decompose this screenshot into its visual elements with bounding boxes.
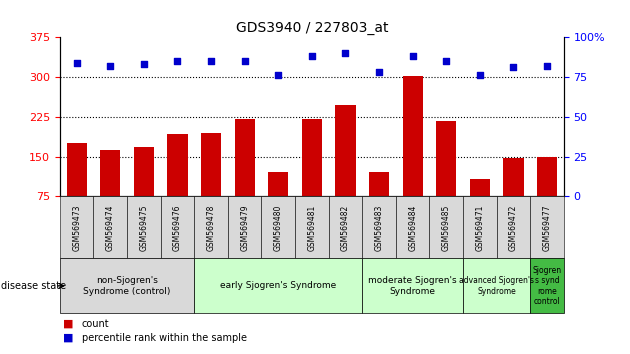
Text: GSM569471: GSM569471 [476, 204, 484, 251]
Text: GSM569474: GSM569474 [106, 204, 115, 251]
Text: GSM569480: GSM569480 [274, 204, 283, 251]
Text: GSM569473: GSM569473 [72, 204, 81, 251]
Bar [67, 143, 87, 196]
Point [139, 61, 149, 67]
Bar [470, 179, 490, 196]
Point [206, 58, 216, 64]
Text: GSM569478: GSM569478 [207, 204, 215, 251]
Bar [268, 171, 289, 196]
Bar [436, 120, 456, 196]
Bar [537, 156, 557, 196]
Point [542, 63, 552, 69]
Text: GSM569472: GSM569472 [509, 204, 518, 251]
Text: GSM569475: GSM569475 [139, 204, 148, 251]
Point [72, 60, 82, 65]
Point [307, 53, 317, 59]
Text: non-Sjogren's
Syndrome (control): non-Sjogren's Syndrome (control) [83, 276, 171, 296]
Text: early Sjogren's Syndrome: early Sjogren's Syndrome [220, 281, 336, 290]
Point [239, 58, 249, 64]
Point [408, 53, 418, 59]
Text: ■: ■ [63, 333, 74, 343]
Bar [503, 158, 524, 196]
Title: GDS3940 / 227803_at: GDS3940 / 227803_at [236, 21, 388, 35]
Text: ■: ■ [63, 319, 74, 329]
Bar [335, 104, 355, 196]
Point [340, 50, 350, 56]
Bar [168, 134, 188, 196]
Point [475, 73, 485, 78]
Point [441, 58, 451, 64]
Text: GSM569476: GSM569476 [173, 204, 182, 251]
Text: advanced Sjogren's
Syndrome: advanced Sjogren's Syndrome [459, 276, 534, 296]
Text: GSM569485: GSM569485 [442, 204, 450, 251]
Bar [369, 171, 389, 196]
Point [273, 73, 284, 78]
Point [374, 69, 384, 75]
Text: GSM569484: GSM569484 [408, 204, 417, 251]
Bar [201, 133, 221, 196]
Text: GSM569479: GSM569479 [240, 204, 249, 251]
Bar [302, 119, 322, 196]
Text: GSM569477: GSM569477 [542, 204, 551, 251]
Bar [134, 147, 154, 196]
Text: GSM569482: GSM569482 [341, 204, 350, 251]
Text: Sjogren
s synd
rome
control: Sjogren s synd rome control [532, 266, 561, 306]
Text: moderate Sjogren's
Syndrome: moderate Sjogren's Syndrome [369, 276, 457, 296]
Text: percentile rank within the sample: percentile rank within the sample [82, 333, 247, 343]
Point [508, 64, 518, 70]
Text: count: count [82, 319, 110, 329]
Text: disease state: disease state [1, 281, 66, 291]
Text: GSM569483: GSM569483 [375, 204, 384, 251]
Bar [100, 150, 120, 196]
Point [105, 63, 115, 69]
Point [173, 58, 183, 64]
Text: GSM569481: GSM569481 [307, 204, 316, 251]
Bar [403, 76, 423, 196]
Bar [234, 119, 255, 196]
